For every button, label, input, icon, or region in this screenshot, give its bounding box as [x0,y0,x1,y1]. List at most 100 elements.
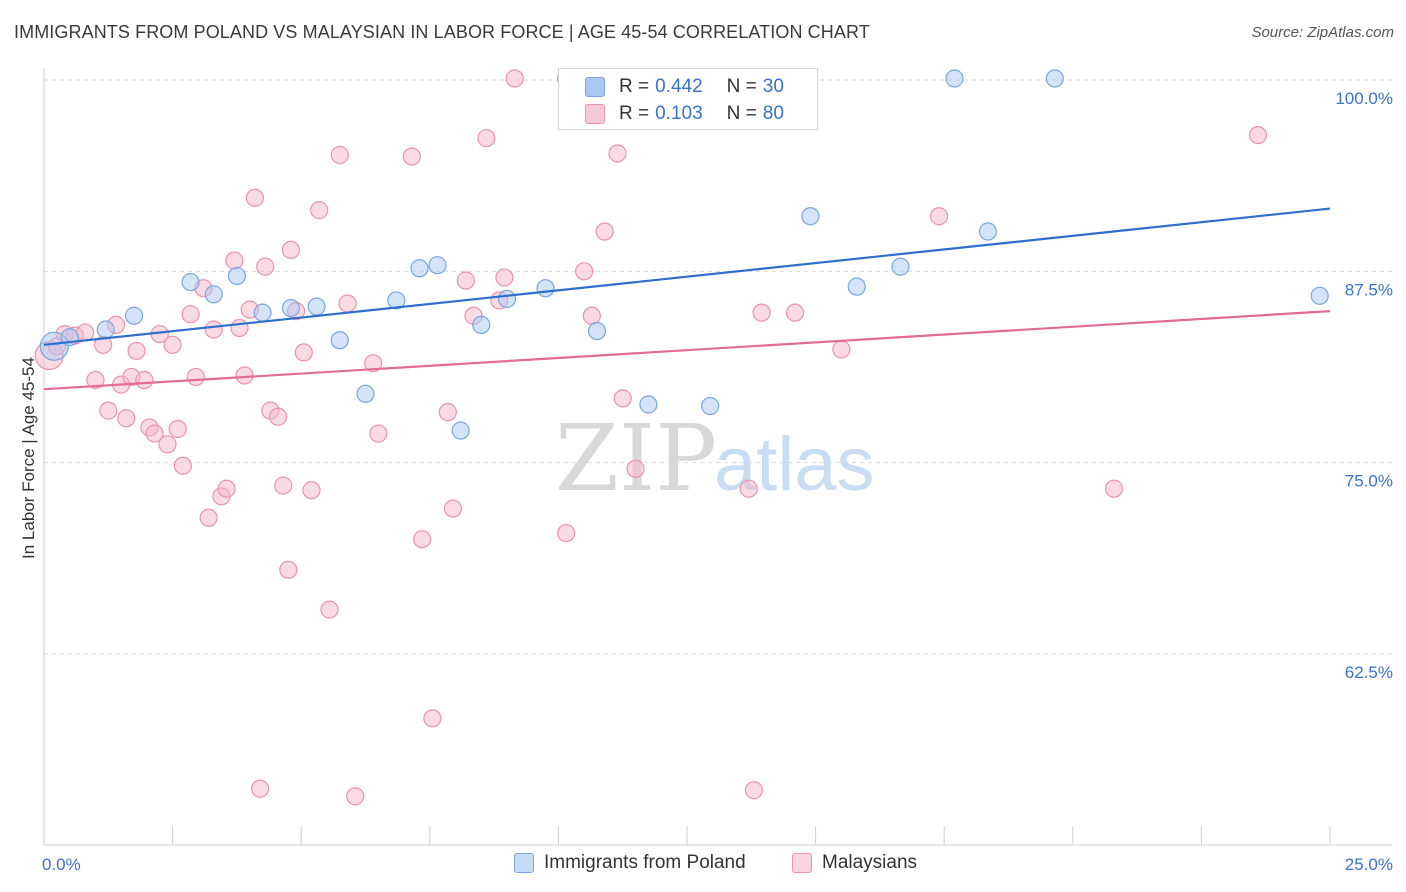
malaysian-point [173,456,192,475]
poland-point [330,331,349,350]
malaysian-point [127,341,146,361]
malaysian-point [752,303,771,322]
tick-labels: 100.0% 87.5% 75.0% 62.5% 0.0% 25.0% [42,89,1393,874]
malaysian-point [186,367,205,387]
malaysian-point [217,479,236,498]
legend-item-poland[interactable]: Immigrants from Poland [514,852,746,874]
malaysian-point [294,343,313,362]
malaysian-point [310,201,329,220]
poland-point [356,384,375,403]
malaysian-point [320,600,339,619]
legend-n-label: N = [726,76,757,97]
malaysian-point [76,323,95,342]
malaysian-point [163,335,182,354]
malaysian-point [346,787,365,806]
poland-point [307,297,326,316]
poland-point [1045,69,1064,88]
malaysian-point [364,354,383,373]
axes [43,68,1392,846]
x-tick-label: 0.0% [42,855,81,874]
poland-point [204,285,223,304]
correlation-legend: R = 0.442 N = 30 R = 0.103 N = 80 [558,68,818,130]
malaysian-point [250,779,270,798]
legend-n-value: 80 [762,103,784,124]
legend-r-value: 0.103 [655,103,703,124]
watermark: ZIP atlas [555,405,875,512]
malaysian-point [456,271,475,290]
trend-lines [43,207,1331,391]
legend-n-label: N = [726,103,757,124]
trend-line-poland [43,207,1331,346]
malaysian-point [1248,126,1268,145]
poland-point [847,277,866,296]
y-tick-label: 75.0% [1345,472,1393,491]
poland-point [978,222,998,241]
malaysian-point [199,508,218,527]
poland-point [1310,286,1329,305]
watermark-atlas: atlas [714,422,875,507]
malaysian-point [402,147,421,166]
legend-label-malaysians: Malaysians [822,852,918,873]
malaysian-point [929,207,949,226]
legend-label-poland: Immigrants from Poland [544,852,746,873]
poland-point [96,320,115,339]
malaysian-point [785,303,805,322]
malaysian-point [281,240,301,260]
poland-point [451,421,470,440]
malaysian-point [168,419,187,439]
malaysian-point [443,499,463,518]
legend-n-value: 30 [762,76,784,97]
legend-item-malaysians[interactable]: Malaysians [792,852,917,874]
poland-point [472,315,491,335]
legend-row-malaysians: R = 0.103 N = 80 [585,101,784,127]
series-legend: Immigrants from Poland Malaysians [0,850,1406,880]
poland-point [701,396,720,416]
poland-point [387,291,406,310]
malaysian-point [423,709,442,728]
malaysian-point [575,262,594,281]
malaysian-point [256,257,275,276]
y-axis-label: In Labor Force | Age 45-54 [19,357,38,559]
malaysian-point [412,530,432,549]
legend-row-poland: R = 0.442 N = 30 [585,74,784,100]
poland-point [124,306,144,325]
malaysian-point [832,340,851,359]
malaysian-point [158,435,177,454]
malaysian-point [369,424,388,443]
malaysian-point [505,69,524,88]
source-credit: Source: ZipAtlas.com [1251,24,1394,41]
poland-point [181,272,200,292]
malaysian-point [135,370,154,390]
malaysian-point [330,145,349,165]
legend-swatch-poland [514,853,534,873]
poland-point [253,303,272,322]
poland-point [891,257,910,276]
malaysian-point [557,523,576,543]
legend-swatch-malaysians [585,104,605,124]
trend-line-malaysians [43,310,1331,391]
malaysian-point [1104,479,1124,498]
poland-point [227,266,246,286]
malaysian-point [181,305,200,324]
malaysian-point [99,401,118,420]
malaysian-point [608,144,627,163]
poland-point [281,298,301,318]
poland-point [497,289,517,308]
malaysian-point [245,188,265,207]
malaysian-point [438,403,457,422]
poland-point [945,69,964,88]
poland-point [428,256,447,275]
malaysian-point [230,318,249,338]
poland-point [587,321,607,341]
malaysian-point [477,129,496,148]
malaysian-point [626,459,645,478]
malaysian-point [338,294,357,313]
malaysian-point [274,476,293,495]
malaysian-point [204,320,223,339]
poland-point [801,207,820,226]
y-tick-label: 100.0% [1335,89,1393,108]
y-tick-label: 87.5% [1345,280,1393,299]
poland-point [536,279,555,298]
malaysian-point [86,370,105,390]
